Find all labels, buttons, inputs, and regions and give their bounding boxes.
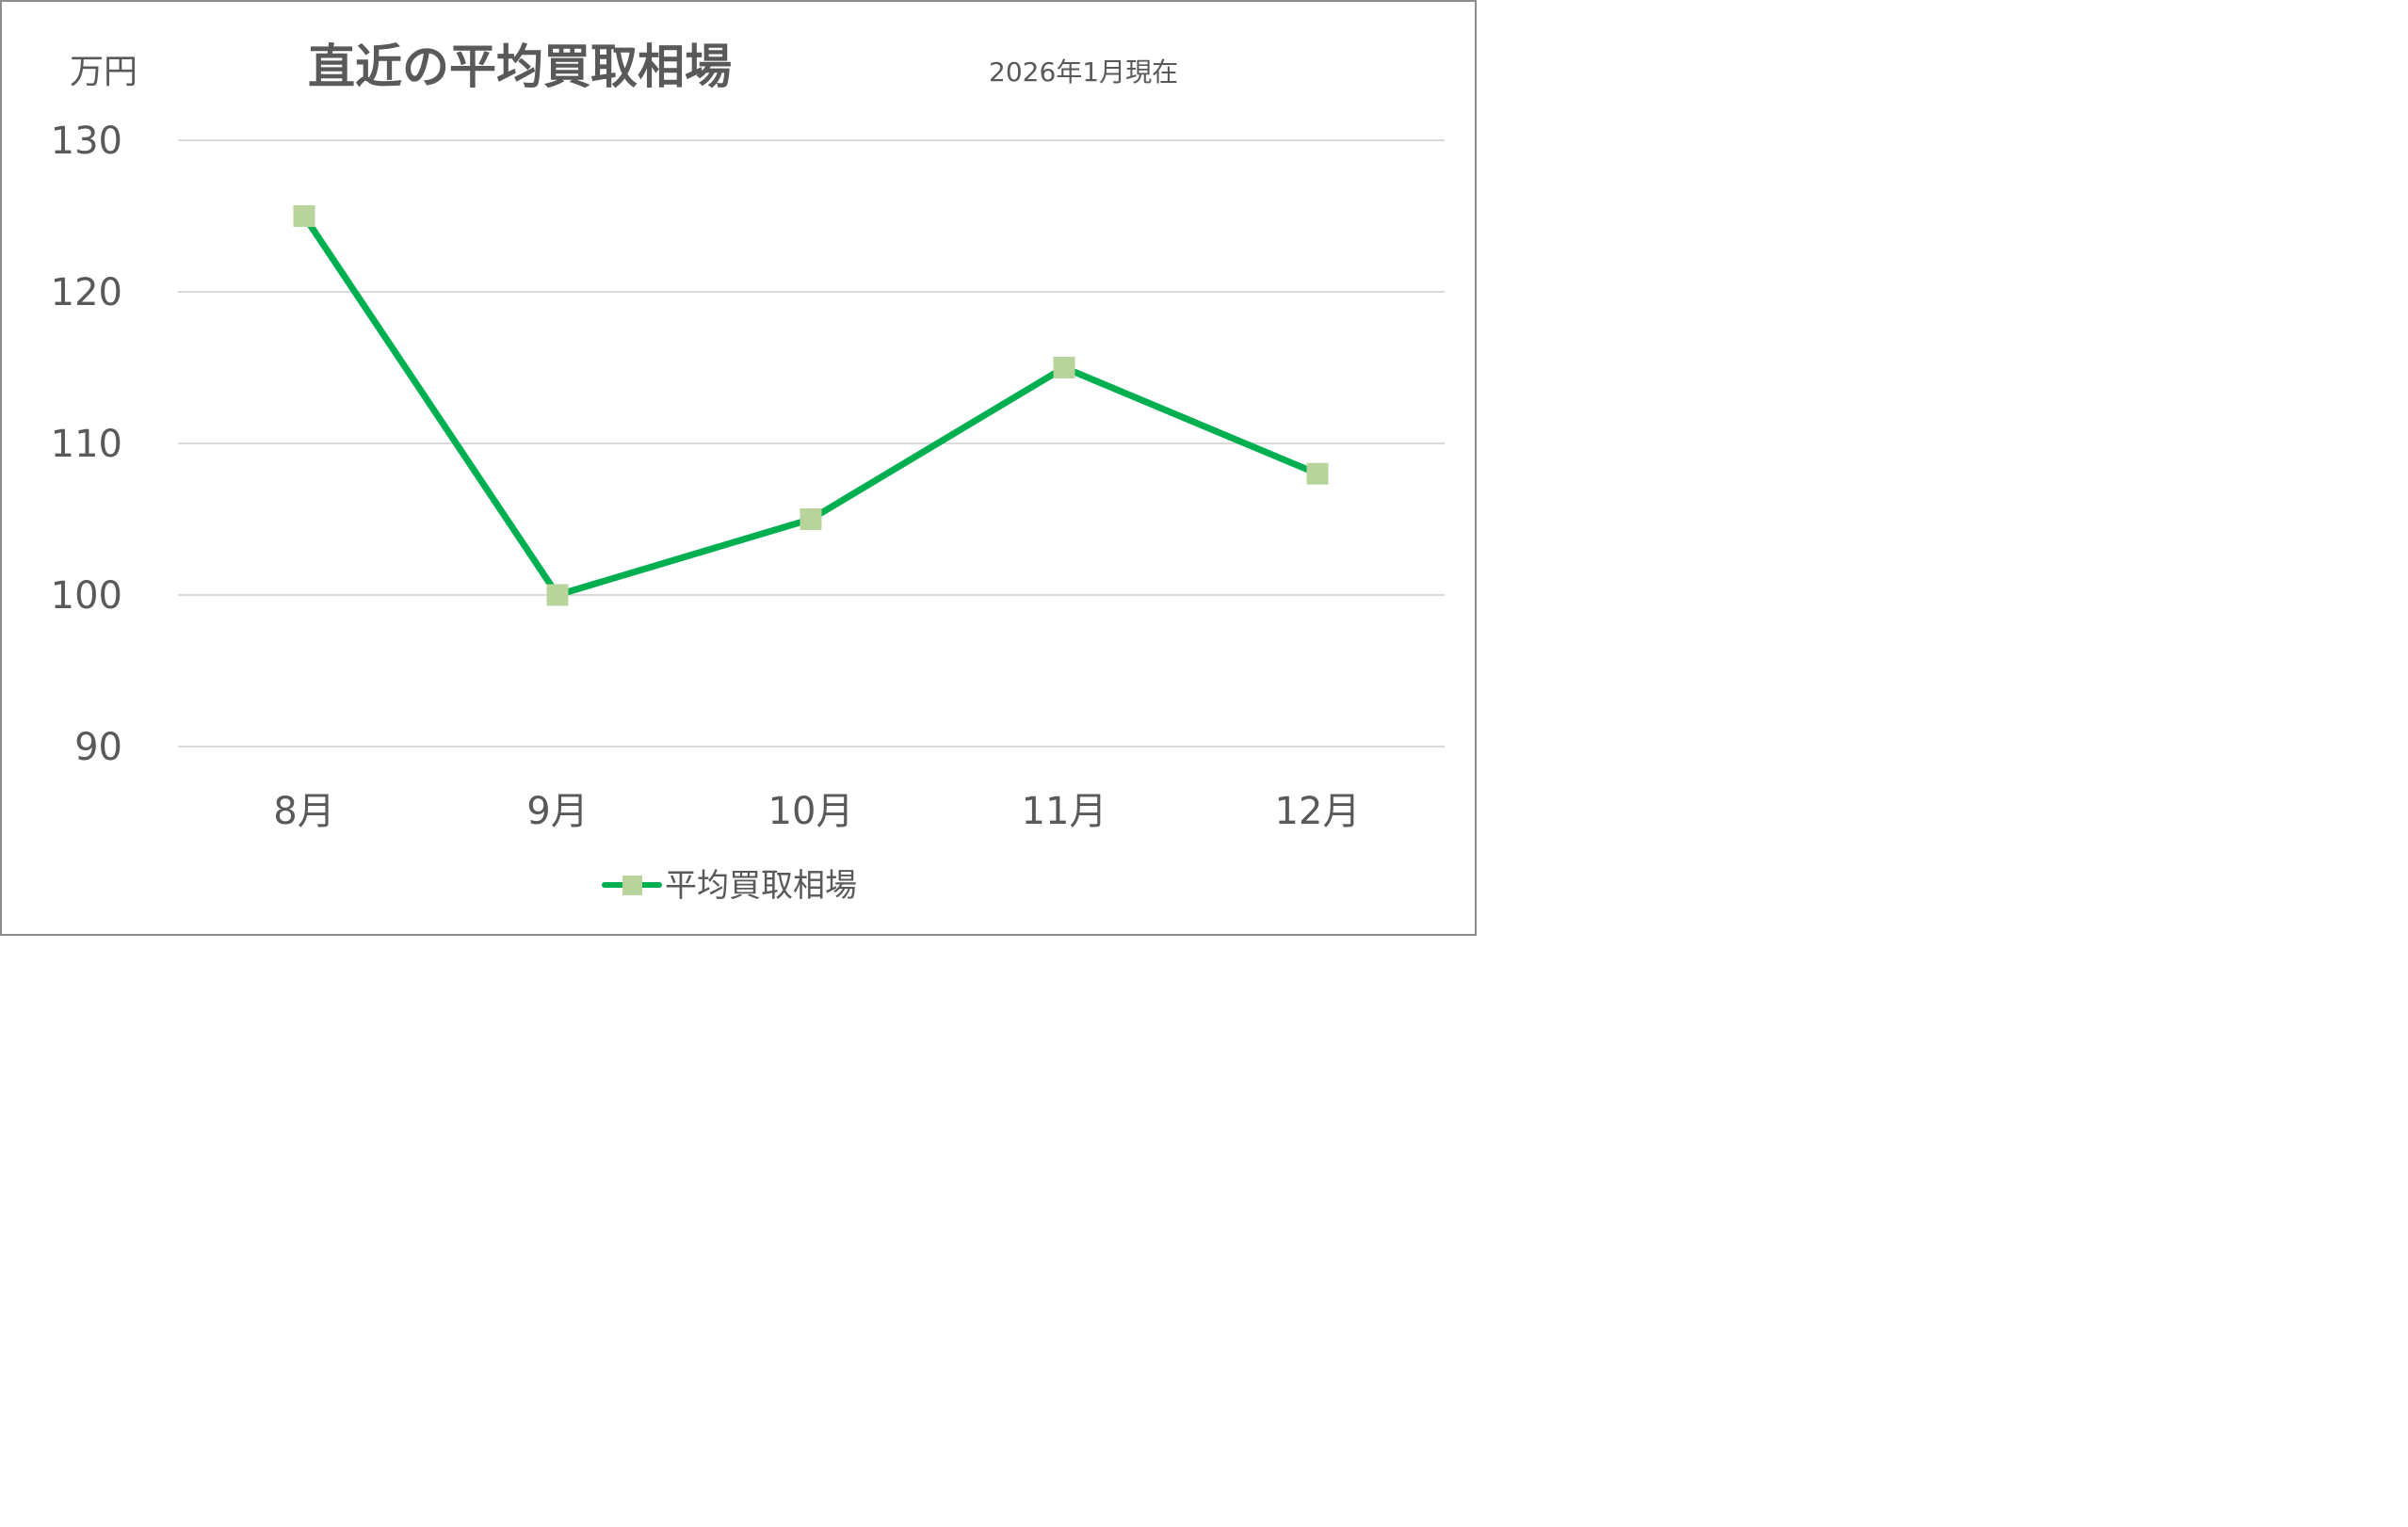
chart-title: 直近の平均買取相場 — [308, 40, 732, 94]
x-tick-label: 8月 — [273, 790, 334, 833]
data-point-marker — [1306, 462, 1329, 485]
line-chart: 直近の平均買取相場 2026年1月現在 万円 90 100 110 120 130 8月… — [51, 40, 1445, 905]
y-tick-label: 120 — [51, 271, 122, 314]
legend-marker-swatch — [622, 876, 642, 895]
x-tick-label: 11月 — [1022, 790, 1107, 833]
y-tick-label: 130 — [51, 120, 122, 163]
series-layer — [293, 205, 1329, 606]
y-tick-label: 100 — [51, 574, 122, 618]
y-axis-unit-label: 万円 — [70, 53, 137, 91]
data-point-marker — [546, 584, 569, 606]
legend: 平均買取相場 — [602, 867, 857, 905]
y-tick-label: 110 — [51, 423, 122, 466]
chart-container: 直近の平均買取相場 2026年1月現在 万円 90 100 110 120 130 8月… — [0, 0, 1477, 936]
x-axis-ticks: 8月 9月 10月 11月 12月 — [273, 790, 1360, 833]
chart-subtitle: 2026年1月現在 — [989, 56, 1178, 88]
legend-label: 平均買取相場 — [665, 867, 857, 905]
series-line — [300, 213, 1321, 599]
x-tick-label: 9月 — [526, 790, 588, 833]
x-tick-label: 10月 — [768, 790, 854, 833]
data-point-marker — [800, 508, 822, 530]
x-tick-label: 12月 — [1275, 790, 1361, 833]
data-point-marker — [293, 205, 315, 227]
y-axis-ticks: 90 100 110 120 130 — [51, 120, 122, 769]
data-point-marker — [1053, 357, 1075, 378]
y-tick-label: 90 — [74, 726, 122, 769]
gridlines — [178, 139, 1445, 747]
